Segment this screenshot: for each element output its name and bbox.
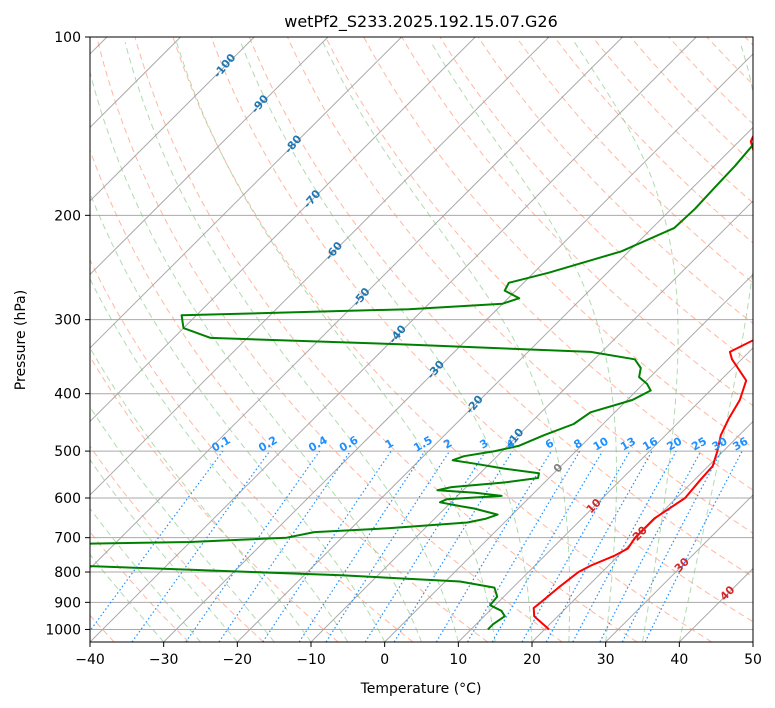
dry-adiabat-line — [325, 37, 753, 491]
isotherm-line — [90, 37, 623, 570]
moist-adiabat-line — [90, 458, 238, 642]
y-tick-label: 300 — [54, 313, 81, 329]
y-axis-label: Pressure (hPa) — [13, 290, 29, 390]
moist-adiabat-line — [240, 41, 533, 642]
moist-adiabat-line — [678, 41, 753, 642]
plot-frame — [89, 36, 754, 643]
x-axis-label: Temperature (°C) — [360, 681, 482, 697]
dry-adiabat-line — [172, 37, 712, 642]
isotherm-line — [90, 37, 255, 202]
moist-adiabat-line — [430, 41, 618, 642]
dry-adiabat-line — [401, 37, 753, 407]
isotherm-line — [90, 37, 402, 349]
x-tick-label: 40 — [670, 652, 688, 668]
dry-adiabat-line — [630, 37, 753, 164]
x-tick-label: −40 — [75, 652, 105, 668]
isotherm-line — [457, 347, 753, 642]
x-tick-label: −20 — [223, 652, 253, 668]
x-tick-label: 20 — [523, 652, 541, 668]
mixing-ratio-line — [393, 450, 513, 642]
dewpoint-line — [90, 143, 753, 631]
x-tick-label: 30 — [597, 652, 615, 668]
chart-title: wetPf2_S233.2025.192.15.07.G26 — [284, 12, 558, 32]
isotherm-line — [605, 494, 753, 642]
y-tick-label: 800 — [54, 565, 81, 581]
x-tick-label: 0 — [380, 652, 389, 668]
y-axis-ticks: 100 200 300 400 500 600 700 800 900 1000 — [45, 30, 90, 638]
isotherm-line — [236, 126, 753, 642]
mixing-ratio-line — [185, 450, 321, 642]
y-tick-label: 900 — [54, 595, 81, 611]
moist-adiabat-line — [124, 41, 459, 642]
dry-adiabat-line — [592, 37, 753, 204]
mixing-ratio-line — [364, 450, 487, 642]
mixing-ratio-line — [435, 450, 552, 642]
x-axis-ticks: −40 −30 −20 −10 0 10 20 30 40 50 — [75, 642, 762, 668]
mixing-ratio-line — [466, 450, 581, 642]
y-tick-label: 1000 — [45, 622, 81, 638]
isotherm-line — [310, 200, 753, 642]
moist-adiabat-line — [90, 192, 386, 642]
mixing-ratio-line — [325, 450, 451, 642]
moist-adiabat-line — [90, 507, 201, 642]
y-tick-label: 500 — [54, 444, 81, 460]
x-tick-label: −10 — [296, 652, 326, 668]
isotherm-line — [90, 37, 476, 423]
y-tick-label: 400 — [54, 387, 81, 403]
mixing-ratio-line — [521, 450, 631, 642]
moist-adiabat-line — [322, 41, 571, 642]
isotherm-line — [384, 273, 753, 642]
dry-adiabat-line — [90, 445, 264, 642]
isotherm-line — [163, 53, 753, 642]
dry-adiabat-line — [477, 37, 753, 324]
mixing-ratio-line — [572, 450, 677, 642]
temperature-line — [532, 134, 753, 631]
dry-adiabat-line — [134, 37, 638, 642]
mixing-ratio-line — [491, 450, 604, 642]
x-tick-label: −30 — [149, 652, 179, 668]
moist-adiabat-line — [90, 553, 165, 642]
y-tick-label: 200 — [54, 208, 81, 224]
moist-adiabat-line — [90, 277, 349, 642]
dry-adiabat-line — [90, 258, 414, 642]
moist-adiabat-line — [573, 41, 679, 642]
profile-lines — [90, 134, 753, 631]
y-tick-label: 100 — [54, 30, 81, 46]
mixing-ratio-line — [545, 450, 653, 642]
isotherm-line — [90, 37, 329, 276]
background-lines — [90, 37, 753, 642]
dry-adiabat-line — [515, 37, 753, 284]
x-tick-label: 10 — [449, 652, 467, 668]
x-tick-label: 50 — [744, 652, 762, 668]
mixing-ratio-line — [218, 450, 351, 642]
moist-adiabat-line — [90, 406, 275, 642]
mixing-ratio-line — [131, 450, 271, 642]
dry-adiabat-line — [248, 37, 753, 578]
moist-adiabat-line — [90, 70, 422, 642]
y-tick-label: 600 — [54, 491, 81, 507]
y-tick-label: 700 — [54, 531, 81, 547]
